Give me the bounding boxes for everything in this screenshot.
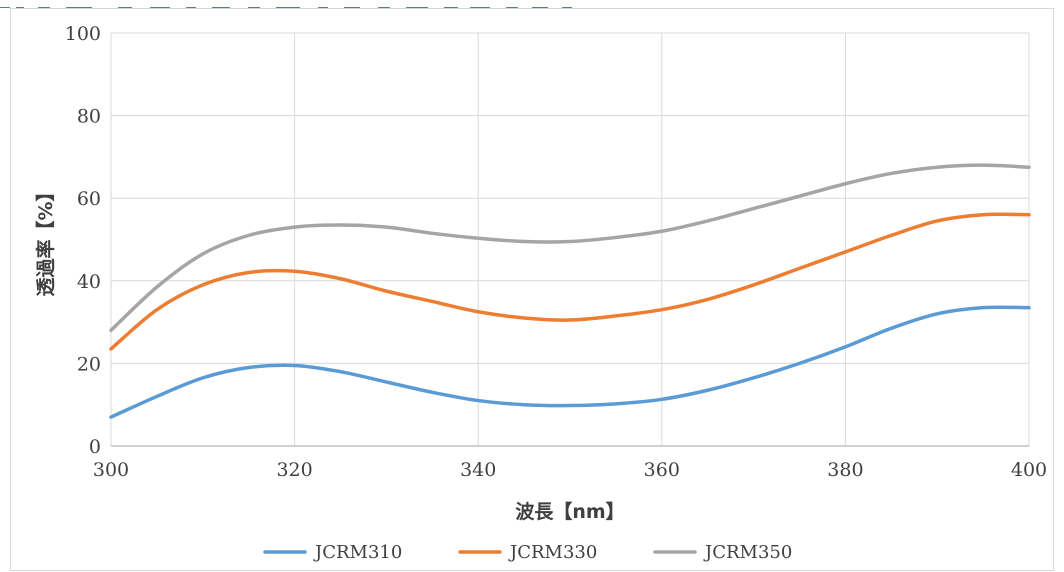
y-tick-label: 60 (77, 188, 101, 210)
x-tick-label: 320 (276, 459, 312, 481)
x-tick-label: 360 (644, 459, 680, 481)
tick-labels: 0 20 40 60 80 100 300 320 340 360 380 400 (65, 23, 1047, 481)
cropped-title-strip (0, 0, 1064, 8)
x-tick-label: 400 (1011, 459, 1047, 481)
y-tick-label: 80 (77, 106, 101, 128)
series-lines (109, 163, 1031, 419)
legend-label: JCRM330 (508, 542, 597, 563)
cropped-title-fragment (0, 7, 572, 8)
y-tick-label: 0 (89, 436, 101, 458)
x-tick-label: 340 (460, 459, 496, 481)
x-tick-label: 380 (827, 459, 863, 481)
grid (110, 32, 1030, 447)
legend: JCRM310 JCRM330 JCRM350 (263, 542, 792, 563)
legend-label: JCRM310 (313, 542, 402, 563)
y-axis-title: 透過率【%】 (34, 182, 57, 296)
y-tick-label: 40 (77, 271, 101, 293)
y-tick-label: 100 (65, 23, 101, 45)
x-tick-label: 300 (93, 459, 129, 481)
series-line-jcrm330 (109, 212, 1031, 351)
legend-label: JCRM350 (703, 542, 792, 563)
chart-frame (10, 8, 1054, 571)
series-line-jcrm350 (109, 163, 1031, 333)
x-axis-title: 波長【nm】 (515, 500, 624, 523)
y-tick-label: 20 (77, 353, 101, 375)
series-line-jcrm310 (109, 305, 1031, 419)
